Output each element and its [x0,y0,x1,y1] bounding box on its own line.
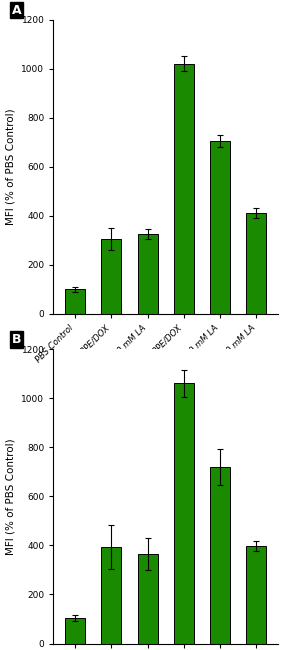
Bar [210,141,230,314]
Bar [138,554,158,644]
Bar [174,384,194,644]
Bar [246,213,266,314]
Bar [174,64,194,314]
Y-axis label: MFI (% of PBS Control): MFI (% of PBS Control) [6,109,16,225]
Bar [101,239,121,314]
Bar [210,467,230,644]
Bar [246,546,266,644]
Bar [101,547,121,644]
Text: B: B [12,333,21,346]
Y-axis label: MFI (% of PBS Control): MFI (% of PBS Control) [6,438,16,554]
Text: A: A [12,3,21,16]
Bar [138,234,158,314]
Bar [65,618,85,644]
Bar [65,289,85,314]
